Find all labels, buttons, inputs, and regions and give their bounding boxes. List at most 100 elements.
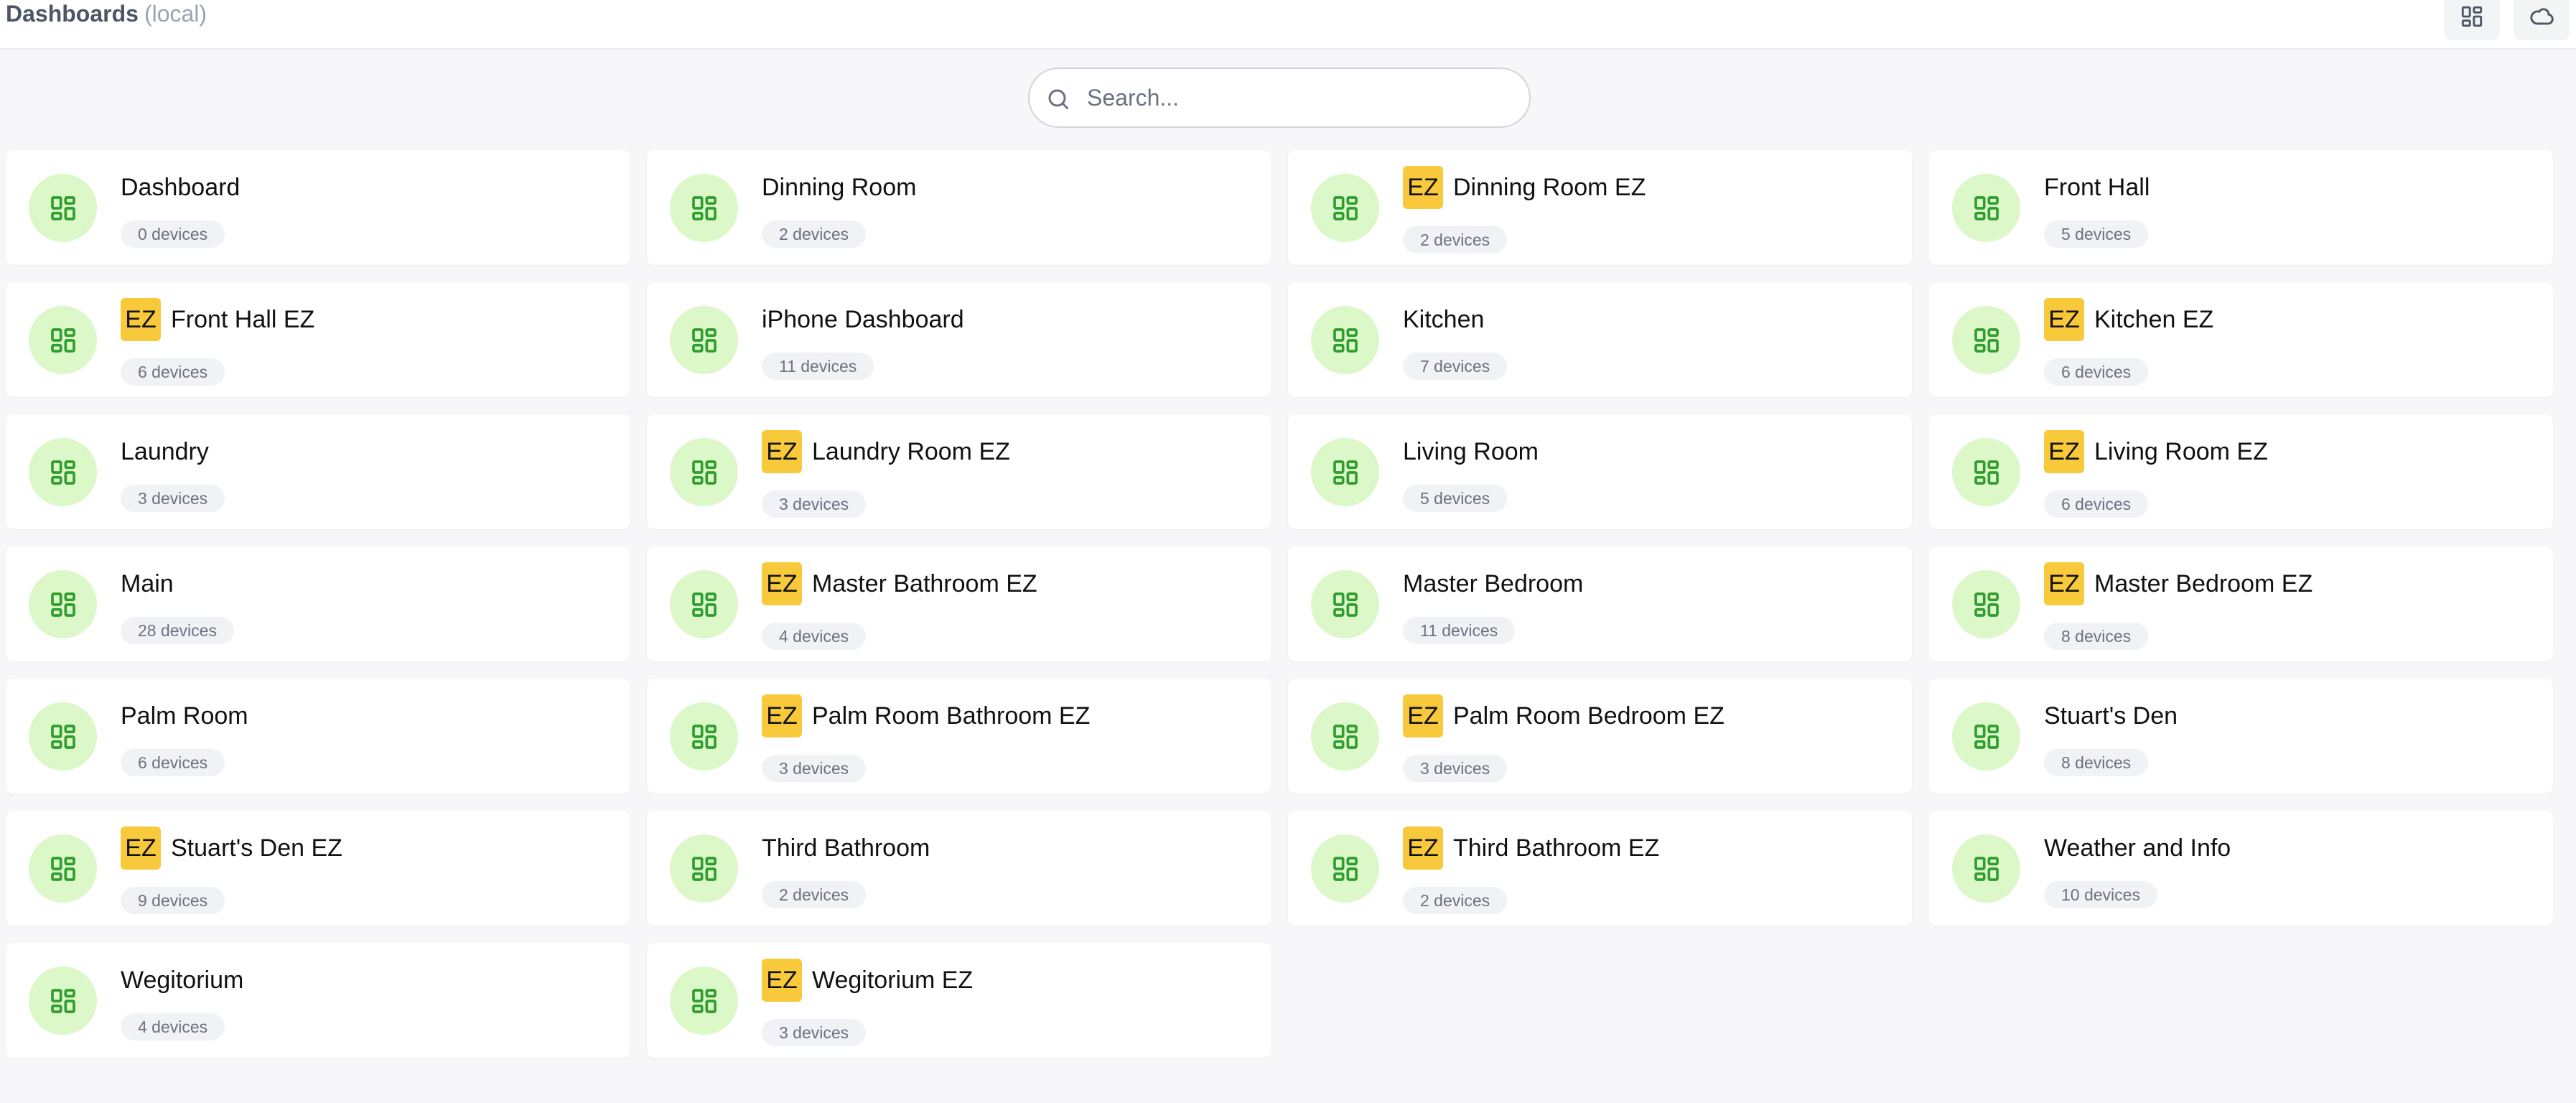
dashboard-card[interactable]: EZ Front Hall EZ 6 devices bbox=[6, 282, 630, 397]
dashboard-card[interactable]: Wegitorium 4 devices bbox=[6, 943, 630, 1058]
dashboard-card[interactable]: Master Bedroom 11 devices bbox=[1288, 546, 1912, 661]
dashboard-icon bbox=[1974, 327, 1999, 353]
ez-badge: EZ bbox=[762, 430, 802, 473]
dashboard-card[interactable]: EZ Master Bathroom EZ 4 devices bbox=[647, 546, 1271, 661]
dashboard-name: Dinning Room bbox=[762, 173, 917, 201]
top-bar: Dashboards (local) bbox=[0, 0, 2576, 50]
dashboard-avatar bbox=[1311, 702, 1379, 771]
dashboard-icon bbox=[1333, 327, 1358, 353]
dashboard-card[interactable]: EZ Master Bedroom EZ 8 devices bbox=[1929, 546, 2553, 661]
dashboard-name: Stuart's Den EZ bbox=[171, 834, 342, 862]
dashboard-name-row: Weather and Info bbox=[2044, 827, 2231, 870]
dashboard-avatar bbox=[1952, 834, 2020, 903]
dashboard-icon bbox=[1333, 592, 1358, 617]
device-count-badge: 6 devices bbox=[2044, 358, 2149, 386]
ez-badge: EZ bbox=[121, 298, 161, 341]
dashboard-icon bbox=[1974, 592, 1999, 617]
dashboard-avatar bbox=[29, 438, 97, 506]
device-count-badge: 3 devices bbox=[1403, 755, 1508, 782]
dashboard-name-row: EZ Palm Room Bathroom EZ bbox=[762, 694, 1090, 737]
dashboard-name: Living Room EZ bbox=[2094, 437, 2268, 465]
device-count-badge: 5 devices bbox=[1403, 485, 1508, 512]
dashboard-card[interactable]: EZ Living Room EZ 6 devices bbox=[1929, 414, 2553, 529]
dashboard-card[interactable]: Front Hall 5 devices bbox=[1929, 150, 2553, 265]
dashboard-name: Wegitorium EZ bbox=[812, 966, 974, 994]
device-count-badge: 6 devices bbox=[2044, 490, 2149, 518]
dashboard-icon bbox=[691, 327, 717, 353]
dashboard-name-row: Dashboard bbox=[121, 166, 240, 209]
dashboard-name-row: Master Bedroom bbox=[1403, 562, 1583, 605]
device-count-badge: 2 devices bbox=[762, 220, 867, 248]
dashboard-card[interactable]: Palm Room 6 devices bbox=[6, 679, 630, 793]
dashboard-card[interactable]: iPhone Dashboard 11 devices bbox=[647, 282, 1271, 397]
dashboard-card[interactable]: Main 28 devices bbox=[6, 546, 630, 661]
dashboard-name-row: EZ Master Bathroom EZ bbox=[762, 562, 1037, 605]
dashboard-avatar bbox=[1311, 438, 1379, 506]
cloud-icon bbox=[2530, 8, 2554, 25]
dashboard-card[interactable]: EZ Third Bathroom EZ 2 devices bbox=[1288, 811, 1912, 926]
device-count-badge: 0 devices bbox=[121, 220, 225, 248]
device-count-badge: 9 devices bbox=[121, 887, 225, 914]
dashboard-name: Master Bedroom EZ bbox=[2094, 569, 2313, 597]
dashboard-card[interactable]: EZ Palm Room Bathroom EZ 3 devices bbox=[647, 679, 1271, 793]
dashboard-avatar bbox=[1311, 834, 1379, 903]
grid-view-button[interactable] bbox=[2444, 0, 2500, 40]
device-count-badge: 4 devices bbox=[121, 1013, 225, 1041]
dashboard-name-row: Kitchen bbox=[1403, 298, 1484, 341]
device-count-badge: 4 devices bbox=[762, 623, 867, 650]
dashboard-name: Wegitorium bbox=[121, 966, 244, 994]
dashboard-name: Third Bathroom bbox=[762, 834, 930, 862]
dashboard-icon bbox=[1333, 195, 1358, 220]
dashboard-card[interactable]: Weather and Info 10 devices bbox=[1929, 811, 2553, 926]
dashboard-card[interactable]: Kitchen 7 devices bbox=[1288, 282, 1912, 397]
dashboard-icon bbox=[1974, 856, 1999, 881]
dashboard-name-row: Main bbox=[121, 562, 174, 605]
device-count-badge: 11 devices bbox=[762, 353, 874, 380]
dashboard-card[interactable]: EZ Dinning Room EZ 2 devices bbox=[1288, 150, 1912, 265]
dashboard-avatar bbox=[29, 702, 97, 771]
dashboard-card[interactable]: Living Room 5 devices bbox=[1288, 414, 1912, 529]
search-box[interactable] bbox=[1028, 68, 1531, 128]
dashboard-icon bbox=[691, 988, 717, 1013]
dashboard-card[interactable]: Dashboard 0 devices bbox=[6, 150, 630, 265]
dashboard-card[interactable]: Third Bathroom 2 devices bbox=[647, 811, 1271, 926]
dashboard-avatar bbox=[1952, 306, 2020, 374]
dashboard-icon bbox=[1333, 724, 1358, 749]
page-title-text: Dashboards bbox=[6, 1, 139, 27]
dashboard-card[interactable]: Laundry 3 devices bbox=[6, 414, 630, 529]
search-input[interactable] bbox=[1087, 69, 1518, 126]
dashboard-icon bbox=[691, 460, 717, 485]
dashboard-icon bbox=[1974, 460, 1999, 485]
dashboard-icon bbox=[1974, 724, 1999, 749]
dashboard-avatar bbox=[670, 438, 738, 506]
device-count-badge: 28 devices bbox=[121, 617, 234, 644]
dashboard-card[interactable]: EZ Palm Room Bedroom EZ 3 devices bbox=[1288, 679, 1912, 793]
dashboard-card[interactable]: EZ Stuart's Den EZ 9 devices bbox=[6, 811, 630, 926]
dashboard-name-row: EZ Living Room EZ bbox=[2044, 430, 2268, 473]
dashboard-name: Laundry Room EZ bbox=[812, 437, 1010, 465]
dashboard-card[interactable]: Stuart's Den 8 devices bbox=[1929, 679, 2553, 793]
dashboard-avatar bbox=[29, 174, 97, 242]
dashboard-card[interactable]: EZ Wegitorium EZ 3 devices bbox=[647, 943, 1271, 1058]
dashboard-icon bbox=[1974, 195, 1999, 220]
dashboard-icon bbox=[1333, 460, 1358, 485]
dashboard-name: Front Hall bbox=[2044, 173, 2150, 201]
cloud-button[interactable] bbox=[2514, 0, 2570, 40]
dashboard-name-row: Third Bathroom bbox=[762, 827, 930, 870]
dashboard-name-row: EZ Wegitorium EZ bbox=[762, 959, 973, 1002]
dashboard-name-row: Wegitorium bbox=[121, 959, 243, 1002]
dashboard-card[interactable]: EZ Laundry Room EZ 3 devices bbox=[647, 414, 1271, 529]
device-count-badge: 5 devices bbox=[2044, 220, 2149, 248]
dashboard-card[interactable]: EZ Kitchen EZ 6 devices bbox=[1929, 282, 2553, 397]
dashboard-icon bbox=[691, 856, 717, 881]
dashboard-icon bbox=[691, 592, 717, 617]
ez-badge: EZ bbox=[1403, 166, 1443, 209]
dashboard-card[interactable]: Dinning Room 2 devices bbox=[647, 150, 1271, 265]
dashboard-name: Kitchen bbox=[1403, 305, 1485, 333]
dashboard-grid: Dashboard 0 devices Dinning Room 2 devic… bbox=[6, 150, 2570, 1058]
dashboard-icon bbox=[50, 988, 75, 1013]
dashboard-name: Master Bedroom bbox=[1403, 569, 1584, 597]
dashboard-name-row: Stuart's Den bbox=[2044, 694, 2178, 737]
dashboard-avatar bbox=[29, 967, 97, 1035]
dashboard-name-row: EZ Front Hall EZ bbox=[121, 298, 314, 341]
